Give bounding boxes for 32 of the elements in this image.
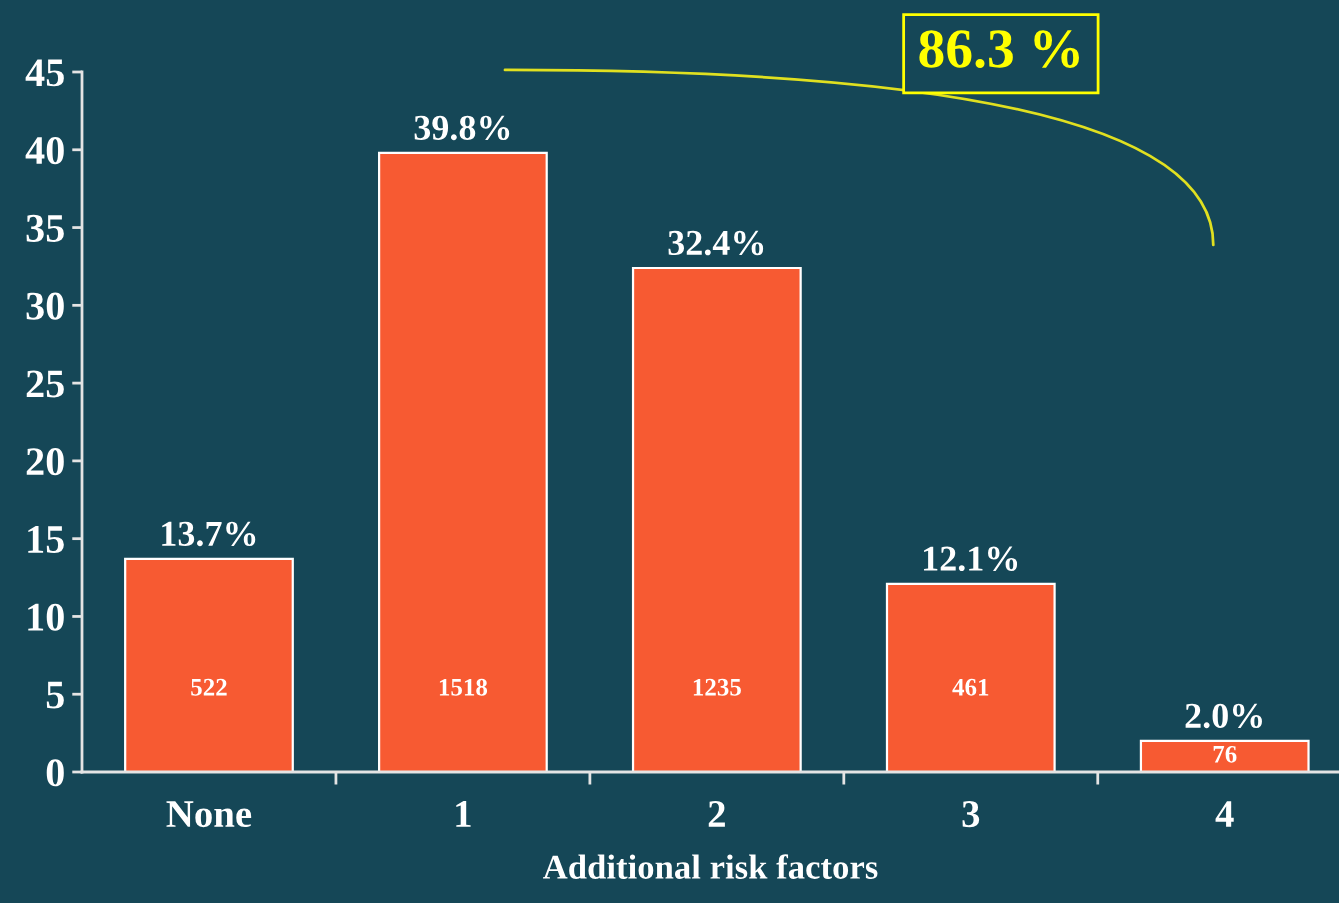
x-tick-label: 2 xyxy=(708,801,725,827)
y-tick-label: 30 xyxy=(26,292,64,320)
x-axis-title: Additional risk factors xyxy=(543,854,878,879)
x-tick-label: 3 xyxy=(962,801,980,828)
y-tick-label: 10 xyxy=(28,603,64,631)
data-label: 2.0% xyxy=(1185,703,1262,729)
bar xyxy=(378,151,548,772)
y-tick-label: 40 xyxy=(25,136,64,165)
x-tick-label: 4 xyxy=(1215,801,1234,827)
y-tick-label: 45 xyxy=(25,59,64,87)
x-tick-label: 1 xyxy=(456,801,471,827)
x-tick-label: None xyxy=(166,801,252,828)
data-label: 12.1% xyxy=(924,546,1018,572)
annotation: 1518 xyxy=(439,678,488,696)
annotation: 461 xyxy=(952,678,989,696)
data-label: 39.8% xyxy=(414,115,510,141)
y-tick-label: 15 xyxy=(28,526,64,554)
y-tick-label: 35 xyxy=(26,214,64,242)
data-label: 13.7% xyxy=(162,521,256,547)
annotation: 76 xyxy=(1213,745,1237,763)
y-tick-label: 5 xyxy=(46,681,64,709)
bar xyxy=(631,266,802,772)
bar xyxy=(885,582,1056,772)
annotation: 522 xyxy=(191,678,227,696)
bar xyxy=(124,557,294,772)
data-label: 32.4% xyxy=(668,230,764,256)
annotation: 1235 xyxy=(693,678,741,696)
text: 86.3 % xyxy=(919,30,1079,68)
y-tick-label: 20 xyxy=(26,448,64,476)
bar xyxy=(1139,739,1310,772)
y-tick-label: 25 xyxy=(26,370,64,398)
y-tick-label: 0 xyxy=(46,759,64,787)
